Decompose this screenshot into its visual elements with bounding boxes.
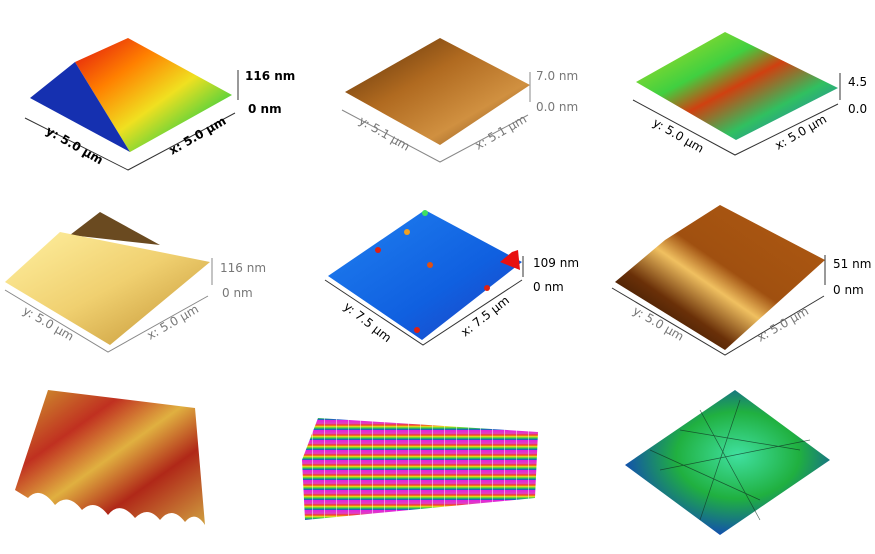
z-max-label: 4.5	[848, 75, 867, 89]
panel-4-surface-plot: 116 nm 0 nm y: 5.0 µm x: 5.0 µm	[4, 212, 266, 353]
y-axis-label: y: 5.0 µm	[651, 115, 707, 155]
z-min-label: 0 nm	[833, 283, 864, 297]
panel-3-surface-plot: 4.5 0.0 y: 5.0 µm x: 5.0 µm	[632, 32, 867, 156]
panel-5-surface-plot: 109 nm 0 nm y: 7.5 µm x: 7.5 µm	[324, 210, 579, 346]
panel-8-surface-plot	[302, 418, 538, 520]
panel-9-surface-plot	[625, 390, 830, 535]
z-max-label: 116 nm	[245, 69, 295, 83]
z-max-label: 7.0 nm	[536, 69, 578, 83]
z-min-label: 0.0	[848, 102, 867, 116]
z-min-label: 0 nm	[248, 102, 282, 116]
surface-gold	[5, 232, 210, 345]
z-min-label: 0 nm	[222, 286, 253, 300]
surface-scratched	[625, 390, 830, 535]
surface-brown	[345, 38, 530, 145]
surface-fins	[302, 418, 538, 520]
surface-shadow	[70, 212, 160, 245]
surface-green	[636, 32, 838, 140]
surface-blue	[328, 210, 522, 340]
panel-1-surface-plot: 116 nm 0 nm y: 5.0 µm x: 5.0 µm	[24, 38, 295, 171]
surface-substrate	[30, 62, 130, 152]
z-max-label: 109 nm	[533, 256, 579, 270]
surface-rainbow	[75, 38, 232, 152]
z-max-label: 51 nm	[833, 257, 871, 271]
z-max-label: 116 nm	[220, 261, 266, 275]
z-min-label: 0 nm	[533, 280, 564, 294]
panel-6-surface-plot: 51 nm 0 nm y: 5.0 µm x: 5.0 µm	[611, 205, 871, 356]
z-min-label: 0.0 nm	[536, 100, 578, 114]
peak-red	[500, 250, 520, 270]
panel-2-surface-plot: 7.0 nm 0.0 nm y: 5.1 µm x: 5.1 µm	[341, 38, 578, 163]
surface-copper	[615, 205, 825, 350]
surface-wavy	[15, 390, 205, 525]
panel-7-surface-plot	[15, 390, 205, 525]
x-axis-label: x: 5.1 µm	[473, 112, 530, 153]
